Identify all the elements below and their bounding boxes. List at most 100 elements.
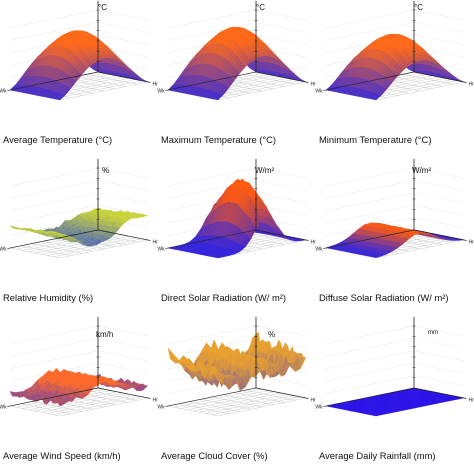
grid-line	[211, 396, 300, 415]
surface-plot: Hr Wk	[157, 158, 316, 259]
chart-title: Average Temperature (°C)	[3, 134, 113, 145]
grid-line	[375, 239, 465, 259]
unit-label: %	[268, 330, 276, 339]
unit-label: °C	[256, 3, 265, 12]
unit-label: %	[102, 166, 110, 175]
wall-grid-line	[325, 350, 415, 369]
wall-grid-line	[413, 325, 465, 337]
wall-grid-line	[413, 167, 465, 179]
wall-grid-line	[9, 192, 99, 211]
panel-diffuse-solar-radiation: Hr Wk W/m² Diffuse Solar Radiation (W/ m²…	[315, 158, 474, 316]
grid-line	[31, 243, 83, 254]
grid-line	[20, 403, 72, 414]
surface-cell	[325, 84, 335, 91]
grid-line	[369, 80, 458, 99]
wk-axis	[323, 71, 415, 91]
surface-mesh	[167, 26, 307, 101]
hr-axis-label: Hr	[153, 82, 159, 88]
wall-grid-line	[9, 350, 99, 369]
grid-line	[167, 405, 219, 417]
wall-grid-line	[9, 325, 99, 345]
hr-axis	[97, 229, 151, 241]
surface-mesh	[167, 331, 307, 392]
unit-label: W/m²	[255, 166, 275, 175]
panel-minimum-temperature: Hr Wk °C Minimum Temperature (°C)	[315, 0, 474, 158]
hr-axis-label: Hr	[469, 82, 474, 88]
chart-title: Maximum Temperature (°C)	[161, 134, 277, 145]
chart-title: Diffuse Solar Radiation (W/ m²)	[319, 292, 449, 303]
grid-line	[47, 237, 136, 256]
grid-line	[53, 80, 142, 99]
hr-axis	[97, 387, 151, 399]
grid-line	[59, 239, 149, 259]
surface-mesh	[325, 387, 465, 417]
grid-line	[47, 395, 136, 414]
unit-label: km/h	[96, 330, 114, 339]
chart-title: Minimum Temperature (°C)	[319, 134, 432, 145]
hr-axis	[413, 71, 467, 83]
wall-grid-line	[9, 167, 99, 187]
surface-mesh	[9, 368, 149, 407]
wall-grid-line	[413, 217, 465, 228]
wk-axis	[165, 229, 257, 249]
wall-grid-line	[413, 350, 465, 361]
hr-axis-label: Hr	[311, 398, 317, 404]
axes: Hr Wk	[0, 316, 159, 411]
chart-title: Relative Humidity (%)	[3, 292, 94, 303]
surface-cell	[167, 347, 177, 365]
unit-label: W/m²	[412, 166, 432, 175]
axes: Hr Wk	[157, 158, 316, 253]
wall-grid-line	[325, 375, 415, 394]
panel-average-cloud-cover: Hr Wk % Average Cloud Cover (%)	[157, 316, 317, 474]
hr-axis-label: Hr	[469, 240, 474, 246]
wall-grid-line	[255, 34, 307, 45]
grid-line	[42, 241, 94, 252]
wall-grid-line	[97, 167, 149, 179]
floor-grid	[9, 325, 149, 417]
wall-grid-line	[325, 205, 415, 224]
wall-grid-line	[413, 9, 465, 21]
wall-grid-line	[167, 325, 257, 345]
hr-axis	[255, 387, 309, 399]
hr-axis-label: Hr	[153, 398, 159, 404]
surface-plot: Hr Wk	[157, 0, 317, 101]
surface-plot: Hr Wk	[0, 158, 158, 259]
wall-grid-line	[167, 22, 257, 41]
grid-line	[53, 396, 142, 415]
wk-axis-label: Wk	[0, 89, 7, 95]
grid-line	[211, 396, 263, 408]
wall-grid-line	[9, 9, 99, 29]
wall-grid-line	[97, 180, 149, 191]
wall-grid-line	[413, 375, 465, 386]
wall-grid-line	[325, 9, 415, 29]
surface-mesh	[325, 222, 465, 258]
grid-line	[325, 247, 377, 259]
wall-grid-line	[325, 338, 415, 357]
wk-axis	[323, 229, 415, 249]
hr-axis	[255, 71, 309, 83]
wk-axis-label: Wk	[157, 405, 165, 411]
surface-cell	[9, 225, 18, 230]
axes: Hr Wk	[0, 0, 159, 95]
wall-grid-line	[97, 205, 149, 216]
wall-grid-line	[97, 34, 149, 45]
wall-grid-line	[97, 350, 149, 361]
panel-direct-solar-radiation: Hr Wk W/m² Direct Solar Radiation (W/ m²)	[157, 158, 316, 316]
grid-line	[9, 405, 61, 417]
wall-grid-line	[97, 9, 149, 21]
wall-grid-line	[9, 180, 99, 199]
grid-line	[217, 81, 307, 101]
wall-grid-line	[167, 167, 257, 187]
grid-line	[41, 394, 130, 413]
wk-axis	[165, 71, 257, 91]
wall-grid-line	[167, 9, 257, 29]
unit-label: °C	[414, 3, 423, 12]
hr-axis	[255, 229, 309, 241]
wall-grid-line	[255, 167, 307, 179]
surface-plot: Hr Wk	[315, 0, 474, 101]
hr-axis-label: Hr	[311, 82, 317, 88]
wall-grid-line	[255, 22, 307, 33]
wall-grid-line	[413, 22, 465, 33]
panel-average-wind-speed: Hr Wk km/h Average Wind Speed (km/h)	[0, 316, 158, 474]
